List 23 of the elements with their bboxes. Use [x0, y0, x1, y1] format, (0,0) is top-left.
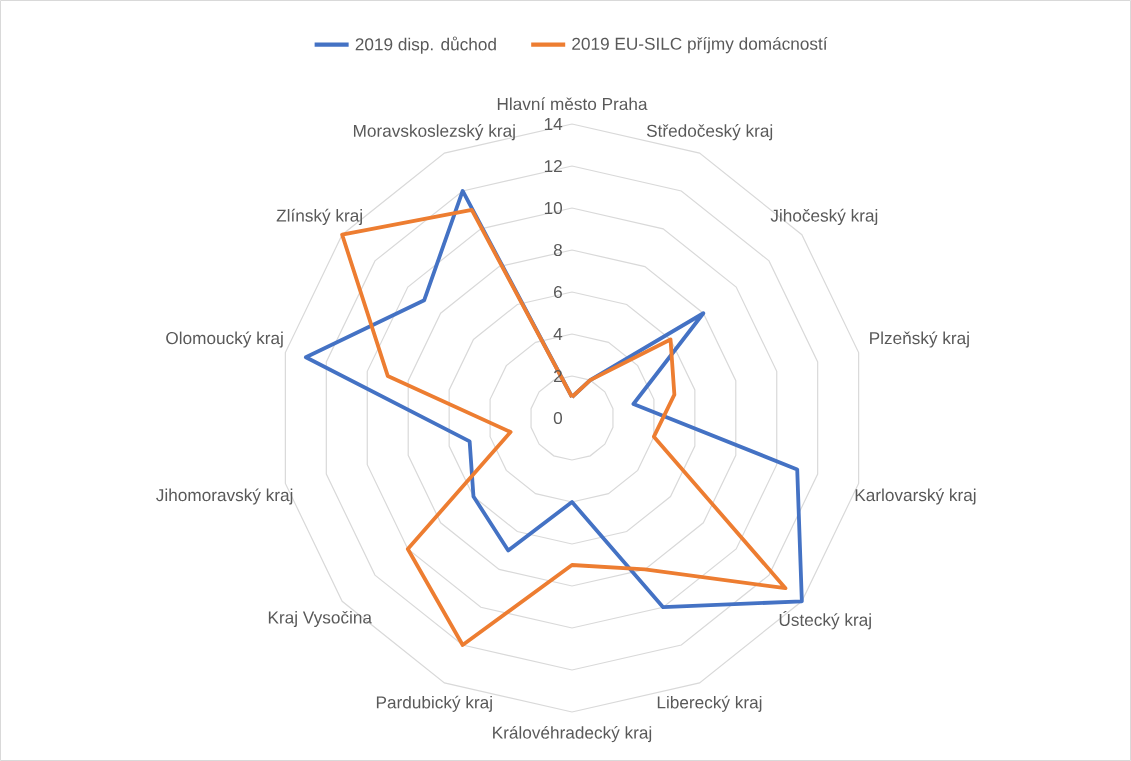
- y-tick-label: 14: [544, 118, 563, 130]
- y-tick-label: 4: [553, 328, 563, 340]
- spoke-label: Pardubický kraj: [376, 695, 492, 712]
- spoke-label: Kraj Vysočina: [268, 610, 372, 627]
- spoke-label: Plzeňský kraj: [870, 331, 969, 348]
- legend-label: 2019 EU-SILC příjmy domácností: [572, 37, 828, 54]
- y-tick-label: 6: [554, 285, 562, 299]
- y-tick-label: 12: [544, 160, 562, 172]
- spoke-label: Královéhradecký kraj: [493, 725, 652, 743]
- legend-label: 2019 disp. důchod: [355, 36, 496, 54]
- y-tick-label: 10: [544, 201, 563, 215]
- spoke-label: Karlovarský kraj: [855, 488, 976, 505]
- spoke-label: Ústecký kraj: [779, 610, 871, 630]
- spoke-label: Hlavní město Praha: [497, 97, 648, 111]
- spoke-label: Zlínský kraj: [276, 208, 362, 226]
- spoke-label: Liberecký kraj: [657, 695, 762, 712]
- y-tick-label: 8: [553, 243, 562, 257]
- spoke-label: Olomoucký kraj: [166, 331, 283, 348]
- y-tick-label: 0: [553, 411, 563, 425]
- spoke-label: Moravskoslezský kraj: [353, 124, 515, 141]
- spoke-label: Jihočeský kraj: [770, 208, 878, 226]
- spoke-label: Středočeský kraj: [646, 124, 773, 141]
- spoke-label: Jihomoravský kraj: [156, 488, 293, 505]
